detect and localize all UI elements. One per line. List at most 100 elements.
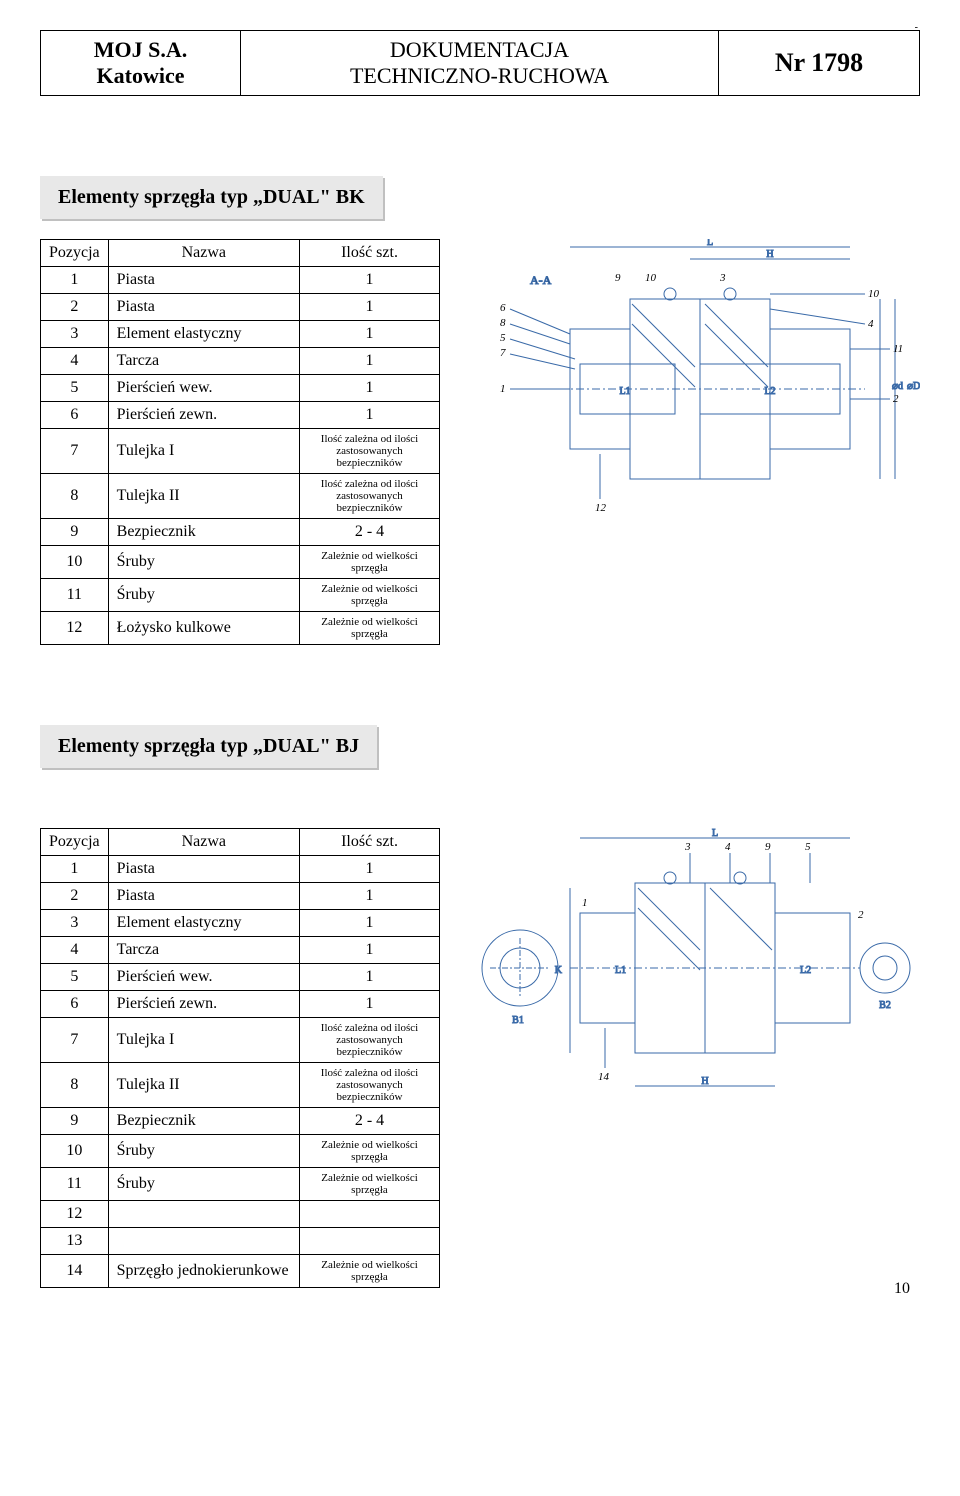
svg-text:A-A: A-A [530,273,552,287]
section-bj-title: Elementy sprzęgła typ „DUAL" BJ [40,725,377,768]
svg-text:1: 1 [582,897,588,909]
cell-pos: 4 [41,348,109,375]
table-row: 7Tulejka IIlość zależna od ilości zastos… [41,1018,440,1063]
svg-text:4: 4 [725,841,731,853]
table-row: 10ŚrubyZależnie od wielkości sprzęgła [41,546,440,579]
cell-name: Śruby [108,546,299,579]
cell-qty: Zależnie od wielkości sprzęgła [300,579,440,612]
svg-text:2: 2 [858,909,864,921]
svg-text:10: 10 [645,272,657,284]
svg-text:⌀d: ⌀d [892,381,903,392]
section-bk-content: Pozycja Nazwa Ilość szt. 1Piasta1 2 Piasta… [40,239,920,645]
cell-pos: 1 [41,267,109,294]
svg-text:5: 5 [500,332,506,344]
cell-name: Bezpiecznik [108,519,299,546]
svg-text:H: H [766,249,773,260]
diagram-bk-svg: L H A-A L1 [460,239,920,519]
col-pos: Pozycja [41,240,109,267]
svg-text:1: 1 [500,383,506,395]
cell-name: Piasta [108,856,299,883]
cell-name: Pierścień wew. [108,964,299,991]
svg-text:L2: L2 [764,386,775,397]
cell-pos: 6 [41,402,109,429]
cell-qty: Zależnie od wielkości sprzęgła [300,1168,440,1201]
table-row: 8Tulejka IIIlość zależna od ilości zasto… [41,474,440,519]
table-row: 14Sprzęgło jednokierunkoweZależnie od wi… [41,1255,440,1288]
table-row: 9Bezpiecznik2 - 4 [41,519,440,546]
cell-qty: Zależnie od wielkości sprzęgła [300,612,440,645]
cell-qty: Ilość zależna od ilości zastosowanych be… [300,429,440,474]
svg-text:B1: B1 [512,1015,524,1026]
company-line2: Katowice [59,63,222,89]
table-row: 10ŚrubyZależnie od wielkości sprzęgła [41,1135,440,1168]
cell-qty: Zależnie od wielkości sprzęgła [300,1255,440,1288]
table-row: 8Tulejka IIIlość zależna od ilości zasto… [41,1063,440,1108]
svg-text:3: 3 [719,272,726,284]
col-name: Nazwa [108,829,299,856]
cell-name: Pierścień wew. [108,375,299,402]
cell-qty: 1 [300,910,440,937]
doc-number-block: Nr 1798 [719,31,919,95]
doc-title-line2: TECHNICZNO-RUCHOWA [259,63,700,89]
cell-pos: 12 [41,1201,109,1228]
cell-name: Śruby [108,1168,299,1201]
cell-name: Śruby [108,579,299,612]
cell-qty: Zależnie od wielkości sprzęgła [300,1135,440,1168]
cell-name [108,1228,299,1255]
cell-pos: 1 [41,856,109,883]
cell-name: Piasta [108,883,299,910]
cell-name: Tulejka II [108,1063,299,1108]
col-qty: Ilość szt. [300,240,440,267]
table-row: 1Piasta1 [41,856,440,883]
cell-qty: 1 [300,856,440,883]
cell-pos: 11 [41,1168,109,1201]
cell-name: Sprzęgło jednokierunkowe [108,1255,299,1288]
svg-text:H: H [701,1076,708,1087]
cell-pos: 3 [41,910,109,937]
cell-pos: 4 [41,937,109,964]
table-header-row: Pozycja Nazwa Ilość szt. [41,240,440,267]
cell-name: Element elastyczny [108,910,299,937]
cell-qty: Ilość zależna od ilości zastosowanych be… [300,1063,440,1108]
cell-qty: 1 [300,937,440,964]
cell-pos: 14 [41,1255,109,1288]
cell-name: Piasta [108,267,299,294]
page-number: 10 [894,1280,910,1298]
cell-pos: 9 [41,519,109,546]
cell-qty: 2 - 4 [300,519,440,546]
cell-name: Pierścień zewn. [108,991,299,1018]
diagram-bk: L H A-A L1 [460,239,920,519]
svg-text:8: 8 [500,317,506,329]
cell-pos: 8 [41,1063,109,1108]
cell-pos: 10 [41,1135,109,1168]
company-line1: MOJ S.A. [59,37,222,63]
cell-name: Element elastyczny [108,321,299,348]
cell-name: Bezpiecznik [108,1108,299,1135]
svg-text:14: 14 [598,1071,610,1083]
diagram-bj: L B1 L1 L2 [460,828,920,1108]
cell-qty: 1 [300,321,440,348]
svg-text:2: 2 [893,393,899,405]
col-pos: Pozycja [41,829,109,856]
table-bj: Pozycja Nazwa Ilość szt. 1Piasta12Piasta… [40,828,440,1288]
table-bj-body: 1Piasta12Piasta13Element elastyczny14Tar… [41,856,440,1288]
cell-name: Łożysko kulkowe [108,612,299,645]
cell-name: Śruby [108,1135,299,1168]
diagram-bj-svg: L B1 L1 L2 [460,828,920,1108]
svg-text:L1: L1 [615,965,626,976]
cell-name [108,1201,299,1228]
table-row: 1Piasta1 [41,267,440,294]
table-row: 3Element elastyczny1 [41,321,440,348]
doc-number: Nr 1798 [737,48,901,78]
cell-qty: 1 [300,267,440,294]
svg-text:L: L [712,828,718,839]
cell-qty: 1 [300,991,440,1018]
company-block: MOJ S.A. Katowice [41,31,241,95]
svg-text:L1: L1 [619,386,630,397]
cell-qty: 1 [300,375,440,402]
table-row: 12Łożysko kulkoweZależnie od wielkości s… [41,612,440,645]
table-row: 6Pierścień zewn.1 [41,991,440,1018]
table-row: 13 [41,1228,440,1255]
cell-qty: 1 [300,402,440,429]
svg-text:9: 9 [765,841,771,853]
